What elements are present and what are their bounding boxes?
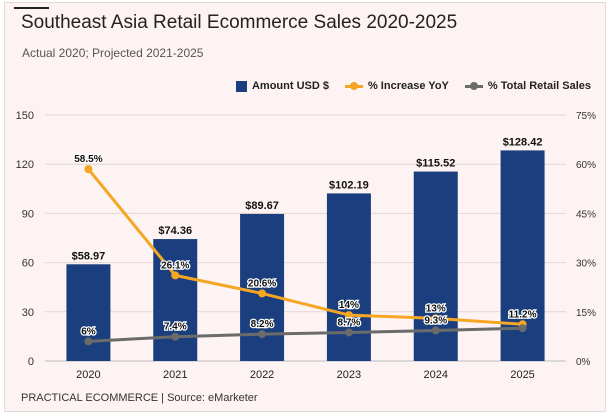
label-increase-yoy: 26.1% [161,260,189,271]
bar-value-label: $74.36 [158,225,192,237]
legend-swatch-total [464,81,483,90]
label-total-retail: 8.7% [338,317,361,328]
bar-value-label: $128.42 [503,136,543,148]
bar-value-label: $89.67 [245,200,279,212]
label-total-retail: 8.2% [251,319,274,330]
y-left-tick-label: 30 [22,307,34,319]
bar-amount [66,264,111,361]
label-increase-yoy: 20.6% [248,278,276,289]
line-total-retail [88,326,523,343]
label-total-retail: 9.3% [424,315,447,326]
chart-legend: Amount USD $ % Increase YoY % Total Reta… [235,80,591,92]
y-left-tick-label: 90 [22,208,34,220]
legend-item-increase: % Increase YoY [344,80,449,92]
point-total-retail [171,332,180,341]
x-tick-label: 2025 [510,369,534,381]
point-increase-yoy [344,311,353,320]
label-increase-yoy: 58.5% [74,154,102,165]
point-total-retail [344,328,353,337]
point-total-retail [518,324,527,333]
point-total-retail [84,337,93,346]
legend-item-total: % Total Retail Sales [464,80,591,92]
y-right-tick-label: 45% [576,209,596,220]
x-tick-label: 2021 [163,369,187,381]
legend-item-amount: Amount USD $ [235,80,329,92]
legend-swatch-amount [235,80,247,92]
chart-title: Southeast Asia Retail Ecommerce Sales 20… [21,12,458,33]
y-left-tick-label: 0 [28,356,34,368]
label-total-retail: 6% [81,326,96,337]
title-accent-rule [14,7,49,9]
y-right-tick-label: 0% [576,357,591,368]
point-total-retail [258,330,267,339]
y-right-tick-label: 60% [576,160,596,171]
legend-label-total: % Total Retail Sales [487,80,591,92]
bar-value-label: $115.52 [416,158,455,170]
label-total-retail: 7.4% [164,322,187,333]
x-tick-label: 2020 [76,369,100,381]
bar-value-label: $102.19 [329,179,369,191]
y-right-tick-label: 30% [576,259,596,270]
legend-label-amount: Amount USD $ [251,80,329,92]
line-increase-yoy [87,168,523,326]
y-left-tick-label: 150 [16,110,34,122]
label-increase-yoy: 13% [426,303,446,314]
label-increase-yoy: 11.2% [509,309,537,320]
y-left-tick-label: 60 [22,258,34,270]
y-right-tick-label: 75% [576,111,596,122]
point-increase-yoy [258,289,267,298]
label-increase-yoy: 14% [339,300,359,311]
legend-label-increase: % Increase YoY [367,80,449,92]
legend-swatch-increase [344,81,363,90]
point-total-retail [431,326,440,335]
point-increase-yoy [84,165,93,174]
y-right-tick-label: 15% [576,308,596,319]
chart-subtitle: Actual 2020; Projected 2021-2025 [22,46,204,60]
bar-value-label: $58.97 [72,250,106,262]
y-left-tick-label: 120 [16,159,34,171]
x-tick-label: 2022 [250,369,274,381]
point-increase-yoy [171,271,180,280]
x-tick-label: 2024 [424,369,448,381]
point-increase-yoy [431,314,440,323]
chart-source-footer: PRACTICAL ECOMMERCE | Source: eMarketer [21,392,258,404]
x-tick-label: 2023 [337,369,361,381]
